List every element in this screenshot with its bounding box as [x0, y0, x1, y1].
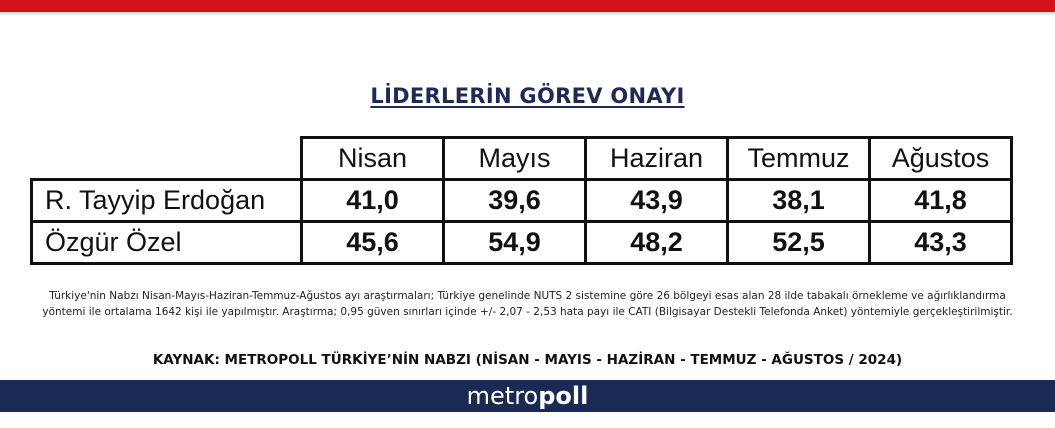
methodology-note: Türkiye'nin Nabzı Nisan-Mayıs-Haziran-Te… — [42, 290, 1013, 318]
column-header-nisan: Nisan — [300, 136, 445, 181]
table-row-ozel: Özgür Özel 45,6 54,9 48,2 52,5 43,3 — [30, 220, 1013, 265]
value-cell: 52,5 — [726, 220, 871, 265]
top-accent-bar — [0, 0, 1055, 12]
column-header-agustos: Ağustos — [868, 136, 1013, 181]
top-bar-shadow — [0, 12, 1055, 16]
footer-brand-band: metropoll — [0, 380, 1055, 412]
value-cell: 54,9 — [442, 220, 587, 265]
column-header-temmuz: Temmuz — [726, 136, 871, 181]
row-label-ozel: Özgür Özel — [30, 220, 303, 265]
page-title: LİDERLERİN GÖREV ONAYI — [370, 84, 685, 108]
value-cell: 41,8 — [868, 178, 1013, 223]
value-cell: 39,6 — [442, 178, 587, 223]
logo-light-part: metro — [466, 382, 539, 410]
blank-corner-cell — [31, 137, 303, 181]
value-cell: 43,3 — [868, 220, 1013, 265]
value-cell: 48,2 — [584, 220, 729, 265]
value-cell: 43,9 — [584, 178, 729, 223]
brand-logo: metropoll — [467, 382, 589, 410]
value-cell: 38,1 — [726, 178, 871, 223]
logo-bold-part: poll — [538, 382, 589, 410]
header-row: Nisan Mayıs Haziran Temmuz Ağustos — [31, 136, 1013, 181]
source-line: KAYNAK: METROPOLL TÜRKİYE’NİN NABZI (NİS… — [152, 352, 903, 368]
value-cell: 41,0 — [300, 178, 445, 223]
table-row-erdogan: R. Tayyip Erdoğan 41,0 39,6 43,9 38,1 41… — [30, 178, 1013, 223]
row-label-erdogan: R. Tayyip Erdoğan — [30, 178, 303, 223]
value-cell: 45,6 — [300, 220, 445, 265]
column-header-mayis: Mayıs — [442, 136, 587, 181]
column-header-haziran: Haziran — [584, 136, 729, 181]
approval-table: Nisan Mayıs Haziran Temmuz Ağustos R. Ta… — [30, 136, 1013, 265]
